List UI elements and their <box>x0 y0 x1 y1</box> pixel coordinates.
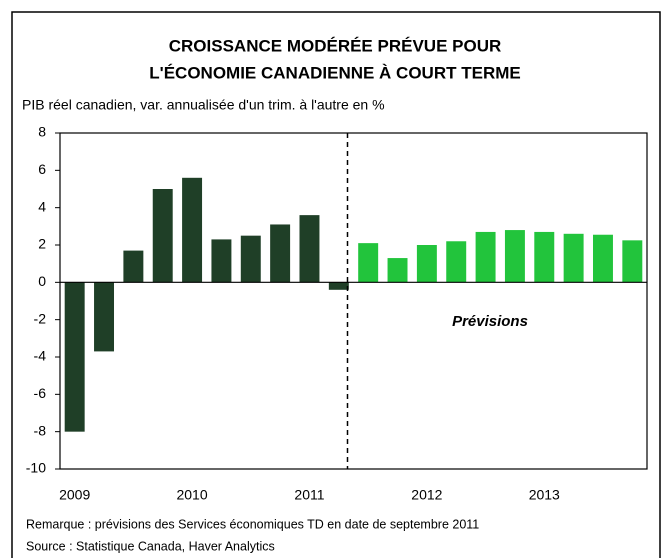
y-tick-label: 0 <box>38 273 46 289</box>
y-tick-label: 6 <box>38 161 46 177</box>
bar <box>240 235 261 283</box>
y-tick-label: -8 <box>34 422 47 438</box>
y-tick-label: -2 <box>34 310 47 326</box>
chart-title: CROISSANCE MODÉRÉE PRÉVUE POUR <box>169 36 502 55</box>
bar <box>270 224 291 283</box>
bar <box>299 215 320 283</box>
chart-subtitle: PIB réel canadien, var. annualisée d'un … <box>22 97 385 113</box>
annotation: Prévisions <box>452 313 528 330</box>
plot-area <box>59 132 648 470</box>
bar <box>152 189 173 283</box>
footnote: Source : Statistique Canada, Haver Analy… <box>26 539 275 553</box>
x-tick-label: 2010 <box>176 487 207 503</box>
chart-title: L'ÉCONOMIE CANADIENNE À COURT TERME <box>149 63 520 82</box>
bar <box>475 231 496 283</box>
footnote: Remarque : prévisions des Services écono… <box>26 517 479 531</box>
bar <box>94 282 115 352</box>
bar <box>387 258 408 283</box>
frame <box>11 11 661 558</box>
x-tick-label: 2013 <box>529 487 560 503</box>
y-tick-label: -10 <box>26 460 46 476</box>
bar <box>504 230 525 283</box>
x-tick-label: 2012 <box>411 487 442 503</box>
bar <box>358 243 379 283</box>
x-tick-label: 2009 <box>59 487 90 503</box>
x-tick-label: 2011 <box>294 487 324 503</box>
y-tick-label: 4 <box>38 198 46 214</box>
bar <box>592 234 613 283</box>
bar <box>64 282 85 432</box>
bar <box>622 240 643 283</box>
bar <box>563 233 584 283</box>
bar <box>182 177 203 283</box>
bar <box>328 282 349 290</box>
bar <box>123 250 144 283</box>
y-tick-label: -6 <box>34 385 47 401</box>
bar <box>446 241 467 283</box>
bar <box>416 245 437 283</box>
y-tick-label: 8 <box>38 124 46 140</box>
bar <box>534 231 555 283</box>
y-tick-label: -4 <box>34 348 47 364</box>
bar <box>211 239 232 283</box>
y-tick-label: 2 <box>38 236 46 252</box>
